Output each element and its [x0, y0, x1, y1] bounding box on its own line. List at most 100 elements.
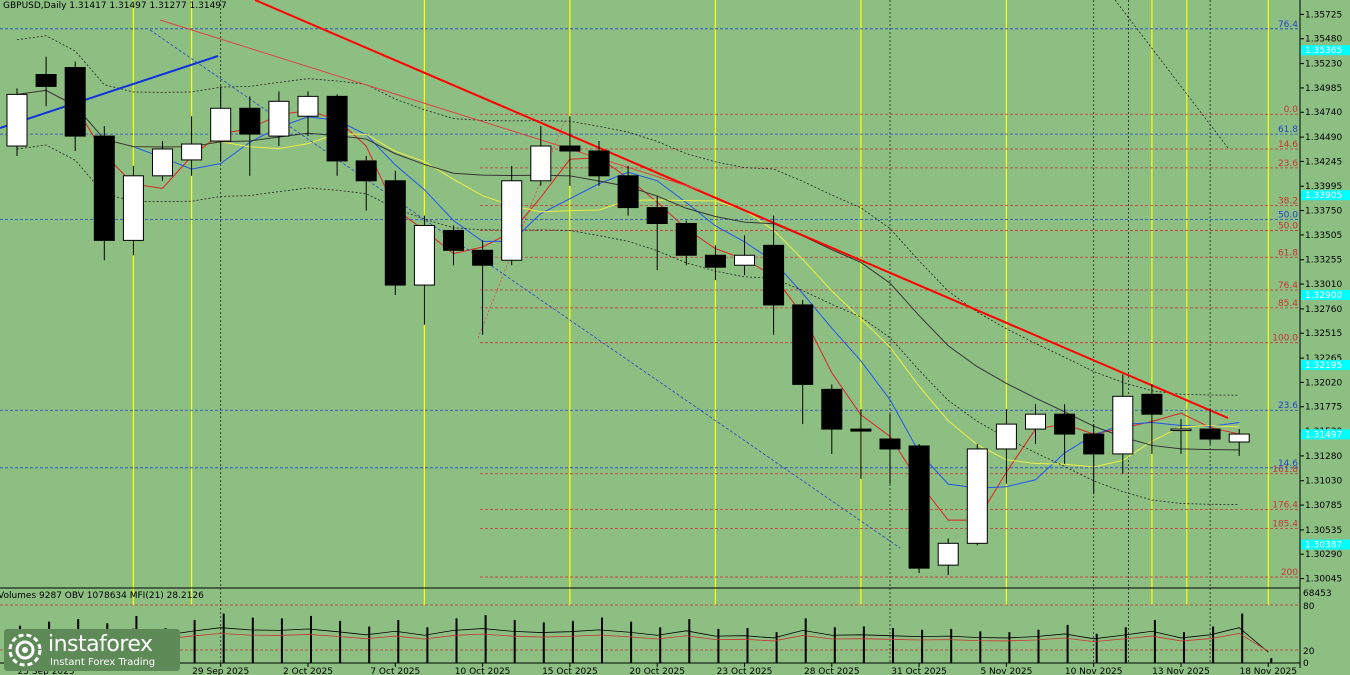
candle-body	[181, 143, 203, 161]
price-tick-label: 1.32515	[1305, 329, 1342, 339]
candle-body	[792, 304, 814, 385]
date-label: 20 Oct 2025	[629, 667, 685, 675]
price-tick-label: 1.34740	[1305, 108, 1342, 118]
price-tick-label: 1.34985	[1305, 84, 1342, 94]
gear-logo-icon	[8, 633, 42, 667]
candle-body	[64, 67, 86, 137]
candle-body	[879, 438, 901, 450]
candle-body	[239, 107, 261, 135]
price-tick-label: 1.32020	[1305, 378, 1342, 388]
candle-body	[1170, 428, 1192, 432]
candle-body	[384, 180, 406, 286]
fib-red-label: 0.0	[1284, 105, 1299, 115]
price-tick-label: 1.33750	[1305, 207, 1342, 217]
price-tick-label: 1.35480	[1305, 35, 1342, 45]
price-highlight-label: 1.33905	[1305, 191, 1342, 201]
date-label: 13 Nov 2025	[1152, 667, 1210, 675]
fib-red-label: 23.6	[1278, 159, 1298, 169]
fib-red-label: 76.4	[1278, 281, 1298, 291]
price-tick-label: 1.33010	[1305, 280, 1342, 290]
price-tick-label: 1.34245	[1305, 157, 1342, 167]
fib-blue-label: 14.6	[1278, 459, 1298, 469]
candle-body	[821, 388, 843, 430]
volume-tick-label: 0	[1303, 659, 1309, 669]
candle-body	[6, 93, 28, 147]
price-tick-label: 1.33995	[1305, 182, 1342, 192]
price-highlight-box	[1301, 45, 1350, 56]
candle-body	[763, 244, 785, 306]
instaforex-logo: instaforex Instant Forex Trading	[4, 629, 180, 671]
fib-blue-label: 50.0	[1278, 211, 1298, 221]
date-label: 18 Nov 2025	[1239, 667, 1297, 675]
date-label: 5 Nov 2025	[980, 667, 1032, 675]
axis-background	[1300, 0, 1350, 675]
candle-body	[35, 74, 57, 87]
candle-body	[268, 100, 290, 137]
fib-levels: 0.0 14.6 23.6 38.2 50.0 61.8 76.4 85.4 100.0 161.…	[0, 20, 1300, 578]
secondary-trend-line	[159, 19, 701, 191]
envelope-band	[16, 144, 1240, 505]
session-lines	[132, 0, 1269, 663]
candle-body	[675, 222, 697, 256]
volume-tick-label: 80	[1303, 602, 1315, 612]
price-tick-label: 1.32265	[1305, 354, 1342, 364]
candle-body	[1112, 395, 1134, 455]
brand-name: instaforex	[48, 632, 153, 657]
fib-blue-label: 76.4	[1278, 20, 1298, 30]
price-highlight-box	[1301, 190, 1350, 201]
candle-body	[1083, 433, 1105, 455]
candle-body	[443, 229, 464, 251]
date-label: 29 Sep 2025	[192, 667, 249, 675]
candle-body	[704, 254, 726, 268]
price-highlight-label: 1.35365	[1305, 46, 1342, 56]
price-tick-label: 1.35230	[1305, 60, 1342, 70]
candle-body	[588, 150, 610, 177]
candle-body	[937, 542, 959, 566]
price-tick-label: 1.31775	[1305, 403, 1342, 413]
price-tick-label: 1.34490	[1305, 133, 1342, 143]
candle-body	[413, 224, 435, 286]
price-tick-label: 1.32760	[1305, 305, 1342, 315]
candles	[6, 56, 1250, 576]
candle-body	[1199, 428, 1221, 440]
price-tick-label: 1.30290	[1305, 550, 1342, 560]
candle-body	[1025, 413, 1046, 430]
date-label: 31 Oct 2025	[891, 667, 947, 675]
chart-title: GBPUSD,Daily 1.31417 1.31497 1.31277 1.3…	[3, 1, 227, 11]
fib-red-label: 200	[1281, 568, 1298, 578]
candle-body	[152, 148, 173, 177]
price-tick-label: 1.33255	[1305, 256, 1342, 266]
date-label: 2 Oct 2025	[283, 667, 333, 675]
fib-blue-label: 61.8	[1278, 125, 1298, 135]
candle-body	[122, 175, 144, 241]
price-tick-label: 1.31030	[1305, 477, 1342, 487]
price-highlight-box	[1301, 360, 1350, 371]
volume-tick-label: 20	[1303, 647, 1315, 657]
fib-red-label: 14.6	[1278, 140, 1298, 150]
price-highlight-label: 1.32195	[1305, 361, 1342, 371]
candle-body	[93, 135, 115, 241]
candle-body	[501, 180, 523, 261]
candle-body	[995, 423, 1017, 450]
date-label: 23 Oct 2025	[717, 667, 773, 675]
candle-body	[617, 175, 639, 209]
fib-red-label: 85.4	[1278, 299, 1298, 309]
date-label: 25 Sep 2025	[18, 667, 75, 675]
candle-body	[530, 145, 552, 182]
candle-body	[908, 445, 930, 569]
candle-body	[210, 107, 232, 142]
price-highlight-label: 1.31497	[1305, 430, 1342, 440]
candle-body	[1228, 433, 1250, 443]
price-highlight-label: 1.32900	[1305, 291, 1342, 301]
price-tick-label: 1.30045	[1305, 575, 1342, 585]
fib-red-label: 61.8	[1278, 248, 1298, 258]
price-tick-label: 1.31280	[1305, 452, 1342, 462]
brand-tagline: Instant Forex Trading	[50, 657, 156, 668]
volume-tick-label: 68453	[1303, 589, 1332, 599]
fib-blue-label: 23.6	[1278, 401, 1298, 411]
fib-red-label: 38.2	[1278, 197, 1298, 207]
main-trend-line	[254, 0, 1229, 419]
price-axis: 1.35725 1.35480 1.35230 1.34985 1.34740 1.344…	[1299, 0, 1350, 675]
candle-body	[734, 254, 755, 266]
